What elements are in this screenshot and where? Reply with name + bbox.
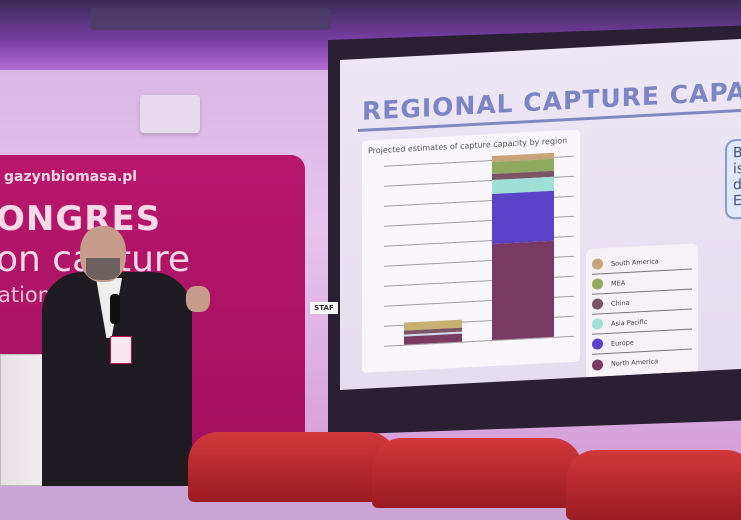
legend-swatch [592,298,603,310]
legend-label: MEA [611,278,626,288]
chart-legend: South America MEA China Asia Pacific Eur… [586,243,698,380]
projected-slide: REGIONAL CAPTURE CAPAC Projected estimat… [340,38,741,390]
slide-callout-box: B is d E [725,137,741,220]
microphone [110,294,120,324]
legend-label: Europe [611,338,634,348]
wall-speaker [140,95,200,133]
name-badge [110,336,132,364]
legend-label: North America [611,357,659,368]
bar-segment [492,190,554,245]
legend-swatch [592,318,603,330]
ceiling-vent [90,8,330,30]
speaker-beard [86,258,120,280]
banner-url: gazynbiomasa.pl [4,169,138,185]
red-armchair [372,438,582,508]
legend-label: South America [611,256,659,268]
legend-label: China [611,298,630,308]
banner-heading: ONGRES [0,199,162,239]
red-armchair [188,432,398,502]
legend-swatch [592,358,603,371]
red-armchair [566,450,741,520]
legend-swatch [592,278,603,290]
chart-card: Projected estimates of capture capacity … [362,129,580,373]
legend-swatch [592,258,603,270]
speaker-hand-with-clicker [186,286,210,312]
legend-label: Asia Pacific [611,317,648,328]
bar-segment [492,240,554,341]
legend-item: North America [592,350,692,375]
stage-sign: STAF [310,302,338,314]
legend-swatch [592,338,603,350]
